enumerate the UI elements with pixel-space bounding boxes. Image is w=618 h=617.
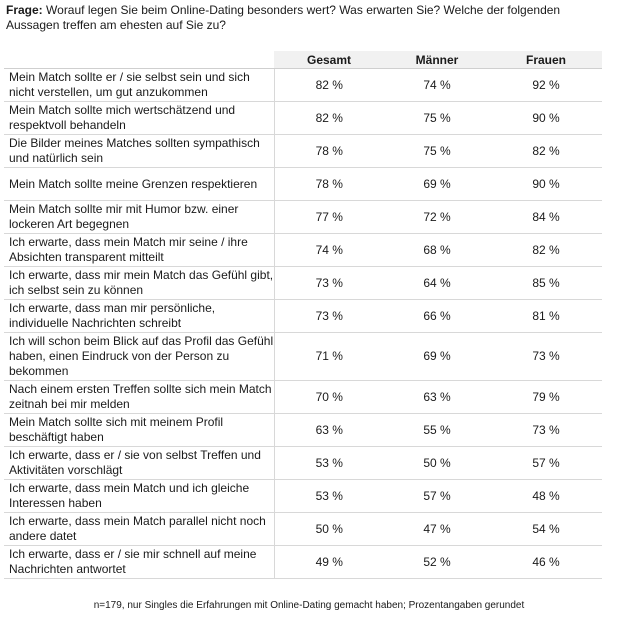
cell-frauen: 82 % (490, 233, 602, 267)
cell-gesamt: 77 % (274, 200, 384, 234)
cell-gesamt: 73 % (274, 266, 384, 300)
table-row: Die Bilder meines Matches sollten sympat… (4, 134, 602, 168)
table-row: Ich erwarte, dass mir mein Match das Gef… (4, 266, 602, 300)
cell-maenner: 50 % (384, 446, 490, 480)
cell-gesamt: 82 % (274, 68, 384, 102)
question-label: Frage: (6, 3, 43, 17)
table-row: Ich will schon beim Blick auf das Profil… (4, 332, 602, 381)
cell-maenner: 64 % (384, 266, 490, 300)
cell-statement: Ich will schon beim Blick auf das Profil… (4, 332, 275, 381)
footnote: n=179, nur Singles die Erfahrungen mit O… (93, 600, 525, 611)
cell-frauen: 84 % (490, 200, 602, 234)
cell-gesamt: 50 % (274, 512, 384, 546)
cell-statement: Mein Match sollte meine Grenzen respekti… (4, 167, 275, 201)
cell-maenner: 69 % (384, 332, 490, 381)
table-row: Mein Match sollte mir mit Humor bzw. ein… (4, 200, 602, 234)
results-table: Gesamt Männer Frauen Mein Match sollte e… (4, 51, 602, 579)
cell-maenner: 66 % (384, 299, 490, 333)
cell-maenner: 74 % (384, 68, 490, 102)
cell-frauen: 48 % (490, 479, 602, 513)
cell-gesamt: 49 % (274, 545, 384, 579)
cell-frauen: 81 % (490, 299, 602, 333)
cell-gesamt: 53 % (274, 479, 384, 513)
cell-frauen: 85 % (490, 266, 602, 300)
cell-maenner: 57 % (384, 479, 490, 513)
cell-statement: Die Bilder meines Matches sollten sympat… (4, 134, 275, 168)
cell-statement: Ich erwarte, dass er / sie mir schnell a… (4, 545, 275, 579)
cell-gesamt: 71 % (274, 332, 384, 381)
cell-maenner: 69 % (384, 167, 490, 201)
cell-maenner: 75 % (384, 101, 490, 135)
cell-statement: Mein Match sollte mich wertschätzend und… (4, 101, 275, 135)
cell-maenner: 55 % (384, 413, 490, 447)
table-row: Ich erwarte, dass man mir persönliche, i… (4, 299, 602, 333)
cell-statement: Ich erwarte, dass mein Match und ich gle… (4, 479, 275, 513)
table-row: Mein Match sollte meine Grenzen respekti… (4, 167, 602, 201)
cell-gesamt: 73 % (274, 299, 384, 333)
cell-frauen: 54 % (490, 512, 602, 546)
table-row: Mein Match sollte sich mit meinem Profil… (4, 413, 602, 447)
cell-frauen: 79 % (490, 380, 602, 414)
cell-statement: Ich erwarte, dass er / sie von selbst Tr… (4, 446, 275, 480)
table-row: Mein Match sollte er / sie selbst sein u… (4, 68, 602, 102)
cell-maenner: 75 % (384, 134, 490, 168)
table-row: Nach einem ersten Treffen sollte sich me… (4, 380, 602, 414)
cell-frauen: 73 % (490, 413, 602, 447)
cell-maenner: 63 % (384, 380, 490, 414)
header-row: Gesamt Männer Frauen (4, 51, 602, 69)
cell-statement: Ich erwarte, dass mein Match mir seine /… (4, 233, 275, 267)
cell-gesamt: 82 % (274, 101, 384, 135)
cell-statement: Ich erwarte, dass mein Match parallel ni… (4, 512, 275, 546)
cell-gesamt: 63 % (274, 413, 384, 447)
cell-maenner: 52 % (384, 545, 490, 579)
cell-maenner: 68 % (384, 233, 490, 267)
header-statement (4, 51, 274, 69)
cell-frauen: 73 % (490, 332, 602, 381)
table-row: Ich erwarte, dass er / sie mir schnell a… (4, 545, 602, 579)
cell-statement: Mein Match sollte sich mit meinem Profil… (4, 413, 275, 447)
cell-frauen: 82 % (490, 134, 602, 168)
question-text: Worauf legen Sie beim Online-Dating beso… (6, 3, 561, 32)
cell-frauen: 90 % (490, 167, 602, 201)
table-row: Ich erwarte, dass mein Match und ich gle… (4, 479, 602, 513)
table-row: Ich erwarte, dass er / sie von selbst Tr… (4, 446, 602, 480)
cell-statement: Nach einem ersten Treffen sollte sich me… (4, 380, 275, 414)
table-row: Mein Match sollte mich wertschätzend und… (4, 101, 602, 135)
cell-maenner: 47 % (384, 512, 490, 546)
cell-statement: Ich erwarte, dass man mir persönliche, i… (4, 299, 275, 333)
header-frauen: Frauen (490, 51, 602, 69)
question: Frage: Worauf legen Sie beim Online-Dati… (6, 3, 612, 33)
cell-gesamt: 78 % (274, 167, 384, 201)
header-maenner: Männer (384, 51, 490, 69)
cell-gesamt: 78 % (274, 134, 384, 168)
cell-statement: Mein Match sollte mir mit Humor bzw. ein… (4, 200, 275, 234)
cell-frauen: 90 % (490, 101, 602, 135)
cell-maenner: 72 % (384, 200, 490, 234)
cell-gesamt: 70 % (274, 380, 384, 414)
cell-frauen: 46 % (490, 545, 602, 579)
cell-frauen: 57 % (490, 446, 602, 480)
cell-gesamt: 53 % (274, 446, 384, 480)
header-gesamt: Gesamt (274, 51, 384, 69)
cell-frauen: 92 % (490, 68, 602, 102)
table-row: Ich erwarte, dass mein Match mir seine /… (4, 233, 602, 267)
table-row: Ich erwarte, dass mein Match parallel ni… (4, 512, 602, 546)
cell-statement: Ich erwarte, dass mir mein Match das Gef… (4, 266, 275, 300)
cell-statement: Mein Match sollte er / sie selbst sein u… (4, 68, 275, 102)
cell-gesamt: 74 % (274, 233, 384, 267)
